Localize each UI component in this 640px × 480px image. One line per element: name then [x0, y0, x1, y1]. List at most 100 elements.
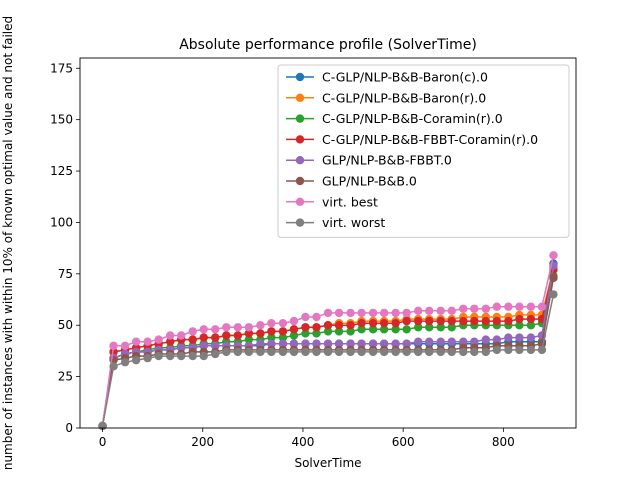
data-point: [481, 304, 491, 313]
data-point: [188, 327, 197, 336]
legend: C-GLP/NLP-B&B-Baron(c).0 C-GLP/NLP-B&B-Ba…: [277, 64, 570, 238]
data-point: [481, 316, 491, 326]
data-point: [188, 335, 197, 344]
legend-swatch-marker: [295, 218, 305, 227]
data-point: [357, 308, 366, 318]
data-point: [278, 318, 288, 328]
legend-label: C-GLP/NLP-B&B-Baron(r).0: [322, 90, 486, 105]
data-point: [177, 331, 186, 340]
data-point: [402, 316, 411, 326]
data-point: [436, 347, 445, 357]
data-point: [413, 337, 423, 346]
data-point: [312, 312, 321, 322]
data-point: [537, 345, 547, 355]
legend-item: GLP/NLP-B&B-FBBT.0: [286, 153, 452, 168]
data-point: [379, 325, 389, 334]
data-point: [165, 351, 175, 361]
legend-item: virt. best: [286, 194, 378, 209]
data-point: [515, 321, 524, 330]
data-point: [459, 347, 468, 357]
data-point: [368, 347, 378, 357]
data-point: [267, 339, 276, 348]
data-point: [492, 335, 502, 344]
legend-item: C-GLP/NLP-B&B-Coramin(r).0: [286, 111, 503, 126]
data-point: [267, 318, 276, 328]
legend-swatch-marker: [295, 93, 305, 103]
data-point: [244, 329, 254, 338]
data-point: [425, 337, 434, 346]
data-point: [154, 351, 163, 361]
data-point: [312, 323, 321, 332]
data-point: [211, 333, 220, 342]
data-point: [188, 351, 197, 361]
data-point: [334, 347, 344, 357]
data-point: [447, 347, 456, 357]
data-point: [301, 323, 310, 332]
y-tick-label: 150: [50, 113, 73, 127]
data-point: [504, 316, 513, 326]
data-point: [526, 333, 536, 342]
legend-label: C-GLP/NLP-B&B-Coramin(r).0: [322, 111, 503, 126]
data-point: [504, 302, 513, 311]
data-point: [301, 329, 310, 338]
data-point: [312, 347, 321, 357]
data-point: [515, 333, 524, 342]
data-point: [346, 339, 355, 348]
x-axis-label: SolverTime: [294, 456, 361, 470]
plot-area: [98, 251, 558, 431]
data-point: [346, 347, 355, 357]
data-point: [211, 341, 220, 350]
data-point: [526, 321, 536, 330]
data-point: [357, 339, 366, 348]
data-point: [165, 337, 175, 346]
data-point: [492, 302, 502, 311]
data-point: [233, 331, 243, 340]
data-point: [447, 323, 456, 332]
data-point: [301, 347, 310, 357]
data-point: [323, 339, 333, 348]
y-tick-label: 75: [58, 267, 73, 281]
data-point: [323, 321, 333, 330]
legend-item: C-GLP/NLP-B&B-Baron(c).0: [286, 70, 488, 85]
data-point: [413, 323, 423, 332]
data-point: [289, 339, 299, 348]
data-point: [267, 327, 276, 336]
data-point: [109, 347, 118, 357]
data-point: [244, 347, 254, 357]
data-point: [402, 339, 411, 348]
legend-item: C-GLP/NLP-B&B-FBBT-Coramin(r).0: [286, 132, 538, 147]
data-point: [459, 316, 468, 326]
data-point: [379, 318, 389, 328]
data-point: [334, 321, 344, 330]
data-point: [211, 349, 220, 359]
legend-item: GLP/NLP-B&B.0: [286, 174, 417, 189]
data-point: [199, 333, 208, 342]
data-point: [278, 327, 288, 336]
legend-label: C-GLP/NLP-B&B-Baron(c).0: [322, 70, 488, 85]
x-tick-label: 600: [392, 435, 415, 449]
data-point: [244, 323, 254, 332]
data-point: [177, 343, 186, 353]
legend-swatch-marker: [295, 72, 305, 82]
legend-label: C-GLP/NLP-B&B-FBBT-Coramin(r).0: [322, 132, 538, 147]
data-point: [515, 345, 524, 355]
data-point: [515, 314, 524, 324]
data-point: [222, 347, 231, 357]
y-tick-label: 50: [58, 318, 73, 332]
data-point: [233, 347, 243, 357]
data-point: [312, 339, 321, 348]
data-point: [357, 325, 366, 334]
x-axis: 0 200 400 600 800: [99, 428, 515, 449]
legend-item: virt. worst: [286, 215, 385, 230]
data-point: [334, 339, 344, 348]
legend-swatch-marker: [295, 176, 305, 186]
chart-title: Absolute performance profile (SolverTime…: [179, 37, 477, 53]
data-point: [131, 337, 141, 346]
data-point: [526, 345, 536, 355]
data-point: [109, 362, 118, 371]
data-point: [143, 353, 152, 363]
data-point: [391, 325, 400, 334]
data-point: [391, 318, 400, 328]
data-point: [526, 302, 536, 311]
data-point: [379, 339, 389, 348]
